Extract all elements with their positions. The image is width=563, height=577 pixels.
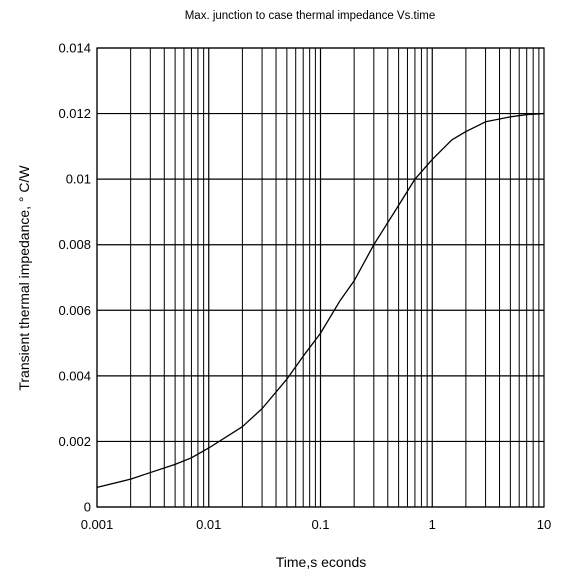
y-tick-label: 0.006 xyxy=(58,303,91,318)
x-axis-label: Time,s econds xyxy=(276,554,367,570)
y-tick-label: 0.008 xyxy=(58,237,91,252)
x-tick-label: 0.01 xyxy=(196,517,221,532)
grid-lines xyxy=(96,47,544,508)
y-tick-label: 0.004 xyxy=(58,368,91,383)
y-tick-label: 0 xyxy=(84,500,91,515)
x-tick-label: 0.1 xyxy=(311,517,329,532)
x-tick-label: 10 xyxy=(537,517,551,532)
x-tick-label: 0.001 xyxy=(81,517,114,532)
y-tick-label: 0.014 xyxy=(58,41,91,56)
series-layer xyxy=(96,112,545,488)
chart-title: Max. junction to case thermal impedance … xyxy=(185,10,436,22)
y-tick-label: 0.012 xyxy=(58,106,91,121)
x-tick-label: 1 xyxy=(429,517,436,532)
y-tick-label: 0.002 xyxy=(58,434,91,449)
series-line-1 xyxy=(96,112,545,488)
y-axis-label: Transient thermal impedance, ° C/W xyxy=(16,165,32,391)
plot-area-frame xyxy=(96,47,545,508)
y-tick-label: 0.01 xyxy=(66,172,91,187)
tick-labels: 0 0.002 0.004 0.006 0.008 0.01 0.012 0.014 0.001… xyxy=(58,41,551,533)
